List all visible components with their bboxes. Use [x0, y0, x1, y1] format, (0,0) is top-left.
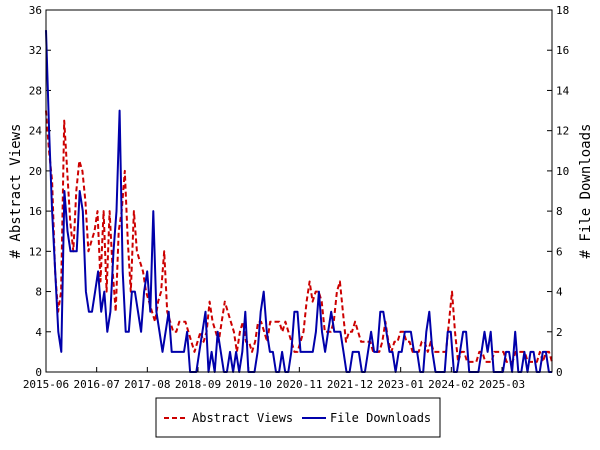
legend-label-abstract-views: Abstract Views [192, 411, 293, 425]
right-tick-label: 10 [556, 165, 569, 178]
left-tick-label: 12 [29, 245, 42, 258]
left-tick-label: 36 [29, 4, 42, 17]
left-tick-label: 20 [29, 165, 42, 178]
left-tick-label: 28 [29, 84, 42, 97]
x-tick-label: 2015-06 [23, 378, 69, 391]
right-tick-label: 12 [556, 125, 569, 138]
right-tick-label: 18 [556, 4, 569, 17]
x-axis-ticks: 2015-06 2016-07 2017-08 2018-09 2019-10 2020-… [23, 367, 525, 391]
x-tick-label: 2021-12 [327, 378, 373, 391]
x-tick-label: 2018-09 [175, 378, 221, 391]
series-line-file-downloads [45, 30, 552, 373]
plot-frame [45, 9, 553, 373]
left-tick-label: 32 [29, 44, 42, 57]
series-layer [45, 30, 553, 373]
right-axis-title: # File Downloads [578, 124, 594, 259]
series-line-abstract-views [45, 110, 553, 363]
x-tick-label: 2023-01 [377, 378, 423, 391]
x-tick-label: 2025-03 [479, 378, 525, 391]
right-tick-label: 4 [556, 286, 563, 299]
left-tick-label: 16 [29, 205, 42, 218]
left-tick-label: 24 [29, 125, 43, 138]
right-tick-label: 8 [556, 205, 563, 218]
right-axis-ticks: 0 2 4 6 8 10 12 14 16 18 [547, 4, 570, 379]
left-tick-label: 8 [35, 286, 42, 299]
left-axis-title: # Abstract Views [8, 124, 24, 259]
x-tick-label: 2019-10 [225, 378, 271, 391]
x-tick-label: 2016-07 [73, 378, 119, 391]
right-tick-label: 14 [556, 84, 570, 97]
right-tick-label: 6 [556, 245, 563, 258]
right-tick-label: 0 [556, 366, 563, 379]
x-tick-label: 2024-02 [428, 378, 474, 391]
x-tick-label: 2017-08 [124, 378, 170, 391]
left-tick-label: 4 [35, 326, 42, 339]
legend: Abstract Views File Downloads [155, 397, 441, 438]
left-tick-label: 0 [35, 366, 42, 379]
legend-box [155, 397, 441, 438]
right-tick-label: 2 [556, 326, 563, 339]
legend-label-file-downloads: File Downloads [330, 411, 431, 425]
x-tick-label: 2020-11 [276, 378, 322, 391]
right-tick-label: 16 [556, 44, 569, 57]
